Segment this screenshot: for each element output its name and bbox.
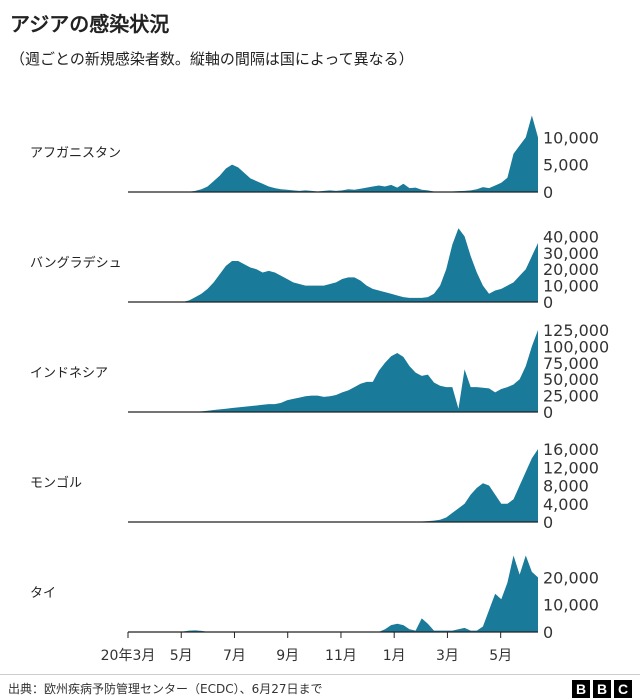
panel-4-y-tick-label: 0 [543, 513, 553, 532]
panel-2-y-tick-label: 30,000 [543, 244, 599, 263]
panel-1-y-tick-label: 5,000 [543, 156, 589, 175]
panel-5-country-label: タイ [30, 586, 56, 601]
x-tick-label: 11月 [325, 648, 357, 664]
panel-3-y-tick-label: 125,000 [543, 321, 609, 340]
bbc-logo: B B C [572, 680, 632, 698]
panel-4-y-tick-label: 16,000 [543, 440, 599, 459]
panel-4-country-label: モンゴル [30, 475, 82, 491]
panel-3-area [128, 330, 538, 412]
x-tick-label: 7月 [223, 648, 246, 664]
x-tick-label: 5月 [489, 648, 512, 664]
panel-2-y-tick-label: 10,000 [543, 277, 599, 296]
panel-3-y-tick-label: 0 [543, 403, 553, 422]
panel-3-y-tick-label: 25,000 [543, 387, 599, 406]
chart-title: アジアの感染状況 [10, 12, 170, 36]
panel-2-y-tick-label: 40,000 [543, 227, 599, 246]
panel-5-area [128, 555, 538, 632]
panel-4-y-tick-label: 4,000 [543, 495, 589, 514]
panel-4-y-tick-label: 8,000 [543, 477, 589, 496]
chart-subtitle: （週ごとの新規感染者数。縦軸の間隔は国によって異なる） [10, 50, 414, 68]
footer-divider [0, 674, 640, 675]
source-note: 出典：欧州疾病予防管理センター（ECDC）、6月27日まで [8, 682, 323, 696]
panel-1-y-tick-label: 10,000 [543, 128, 599, 147]
panel-2-y-tick-label: 0 [543, 293, 553, 312]
panel-5-y-tick-label: 0 [543, 623, 553, 642]
panel-1-country-label: アフガニスタン [30, 146, 121, 161]
panel-2-y-tick-label: 20,000 [543, 260, 599, 279]
bbc-logo-letter: B [593, 680, 611, 698]
panel-3-country-label: インドネシア [30, 366, 108, 381]
panel-4-y-tick-label: 12,000 [543, 458, 599, 477]
panel-2-country-label: バングラデシュ [30, 255, 122, 271]
bbc-logo-letter: B [572, 680, 590, 698]
bbc-logo-letter: C [614, 680, 632, 698]
x-tick-label: 20年3月 [101, 648, 156, 664]
panel-3-y-tick-label: 75,000 [543, 354, 599, 373]
panel-3-y-tick-label: 50,000 [543, 370, 599, 389]
panel-5-y-tick-label: 10,000 [543, 596, 599, 615]
chart-area-svg: アフガニスタン05,00010,000バングラデシュ010,00020,0003… [30, 115, 609, 664]
x-tick-label: 1月 [383, 648, 406, 664]
panel-2-area [128, 228, 538, 302]
x-tick-label: 5月 [170, 648, 193, 664]
panel-5-y-tick-label: 20,000 [543, 568, 599, 587]
panel-4-area [128, 449, 538, 522]
panel-1-y-tick-label: 0 [543, 183, 553, 202]
x-tick-label: 3月 [436, 648, 459, 664]
x-tick-label: 9月 [276, 648, 299, 664]
panel-1-area [128, 115, 538, 192]
panel-3-y-tick-label: 100,000 [543, 337, 609, 356]
